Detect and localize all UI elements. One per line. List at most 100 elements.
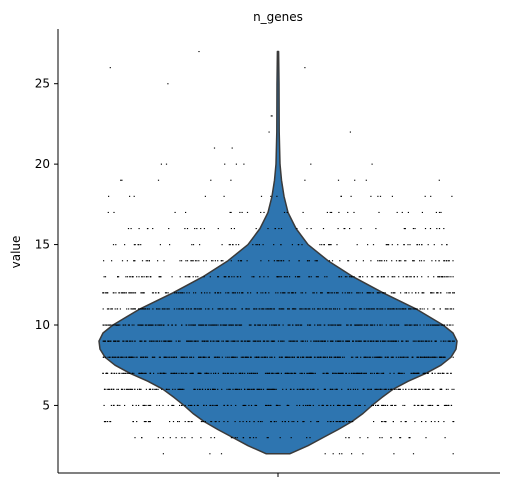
strip-point [190, 340, 193, 342]
strip-point [121, 292, 123, 294]
strip-point [348, 292, 350, 294]
strip-point [129, 388, 131, 390]
strip-point [375, 356, 377, 358]
strip-point [159, 372, 161, 374]
strip-point [197, 276, 199, 278]
strip-row [270, 115, 273, 117]
strip-point [166, 292, 168, 294]
strip-point [180, 372, 182, 374]
strip-point [322, 308, 324, 310]
strip-point [208, 356, 210, 358]
strip-point [288, 292, 290, 294]
strip-point [226, 324, 228, 326]
strip-point [401, 211, 403, 213]
strip-point [229, 388, 231, 390]
strip-point [124, 244, 126, 246]
strip-point [278, 324, 281, 326]
strip-point [317, 276, 319, 278]
strip-point [191, 372, 193, 374]
strip-point [385, 388, 387, 390]
strip-point [453, 421, 455, 423]
strip-point [345, 437, 347, 439]
strip-point [348, 372, 350, 374]
strip-point [203, 356, 205, 358]
strip-point [239, 276, 242, 278]
strip-point [244, 404, 246, 406]
strip-point [414, 404, 416, 406]
strip-point [276, 276, 278, 278]
strip-point [339, 372, 341, 374]
strip-point [355, 340, 357, 342]
strip-point [438, 260, 440, 262]
strip-point [277, 340, 279, 342]
strip-point [287, 356, 289, 358]
strip-point [393, 340, 395, 342]
strip-point [141, 260, 144, 262]
strip-point [379, 195, 382, 197]
strip-point [359, 437, 361, 439]
strip-point [189, 372, 191, 374]
strip-point [389, 388, 391, 390]
strip-point [289, 276, 291, 278]
strip-point [451, 388, 453, 390]
strip-point [120, 356, 122, 358]
strip-point [236, 437, 238, 439]
strip-point [314, 260, 316, 262]
strip-point [152, 340, 154, 342]
strip-point [174, 292, 176, 294]
strip-point [259, 276, 261, 278]
strip-point [141, 292, 143, 294]
strip-point [446, 292, 448, 294]
strip-point [232, 308, 234, 310]
strip-point [136, 356, 138, 358]
strip-point [424, 228, 427, 230]
strip-point [374, 324, 376, 326]
strip-point [121, 260, 124, 262]
strip-point [317, 308, 319, 310]
strip-row [102, 324, 454, 326]
strip-point [152, 308, 154, 310]
strip-point [262, 324, 264, 326]
strip-point [260, 260, 262, 262]
strip-point [412, 356, 414, 358]
strip-point [350, 356, 353, 358]
strip-point [120, 179, 122, 181]
strip-point [266, 372, 268, 374]
strip-point [452, 356, 454, 358]
strip-point [282, 324, 284, 326]
strip-point [383, 292, 385, 294]
strip-point [285, 276, 287, 278]
strip-point [233, 276, 235, 278]
strip-point [172, 421, 175, 423]
strip-point [284, 292, 286, 294]
strip-point [198, 308, 200, 310]
strip-point [444, 324, 446, 326]
strip-point [319, 324, 321, 326]
strip-point [387, 356, 389, 358]
strip-point [438, 324, 440, 326]
strip-point [104, 276, 107, 278]
strip-point [354, 404, 356, 406]
strip-point [169, 244, 171, 246]
strip-point [149, 372, 151, 374]
strip-point [239, 421, 241, 423]
strip-point [419, 340, 421, 342]
violin-layer [98, 50, 458, 455]
strip-point [230, 437, 232, 439]
strip-point [132, 356, 134, 358]
strip-point [404, 404, 406, 406]
strip-point [406, 324, 408, 326]
strip-point [283, 276, 285, 278]
strip-point [270, 388, 272, 390]
chart-title: n_genes [253, 10, 303, 24]
strip-point [217, 340, 219, 342]
strip-point [376, 388, 378, 390]
strip-point [387, 276, 389, 278]
strip-point [231, 147, 233, 149]
strip-point [198, 260, 200, 262]
strip-point [204, 356, 206, 358]
strip-point [387, 308, 389, 310]
strip-point [332, 453, 334, 455]
strip-point [141, 372, 143, 374]
strip-point [205, 324, 207, 326]
